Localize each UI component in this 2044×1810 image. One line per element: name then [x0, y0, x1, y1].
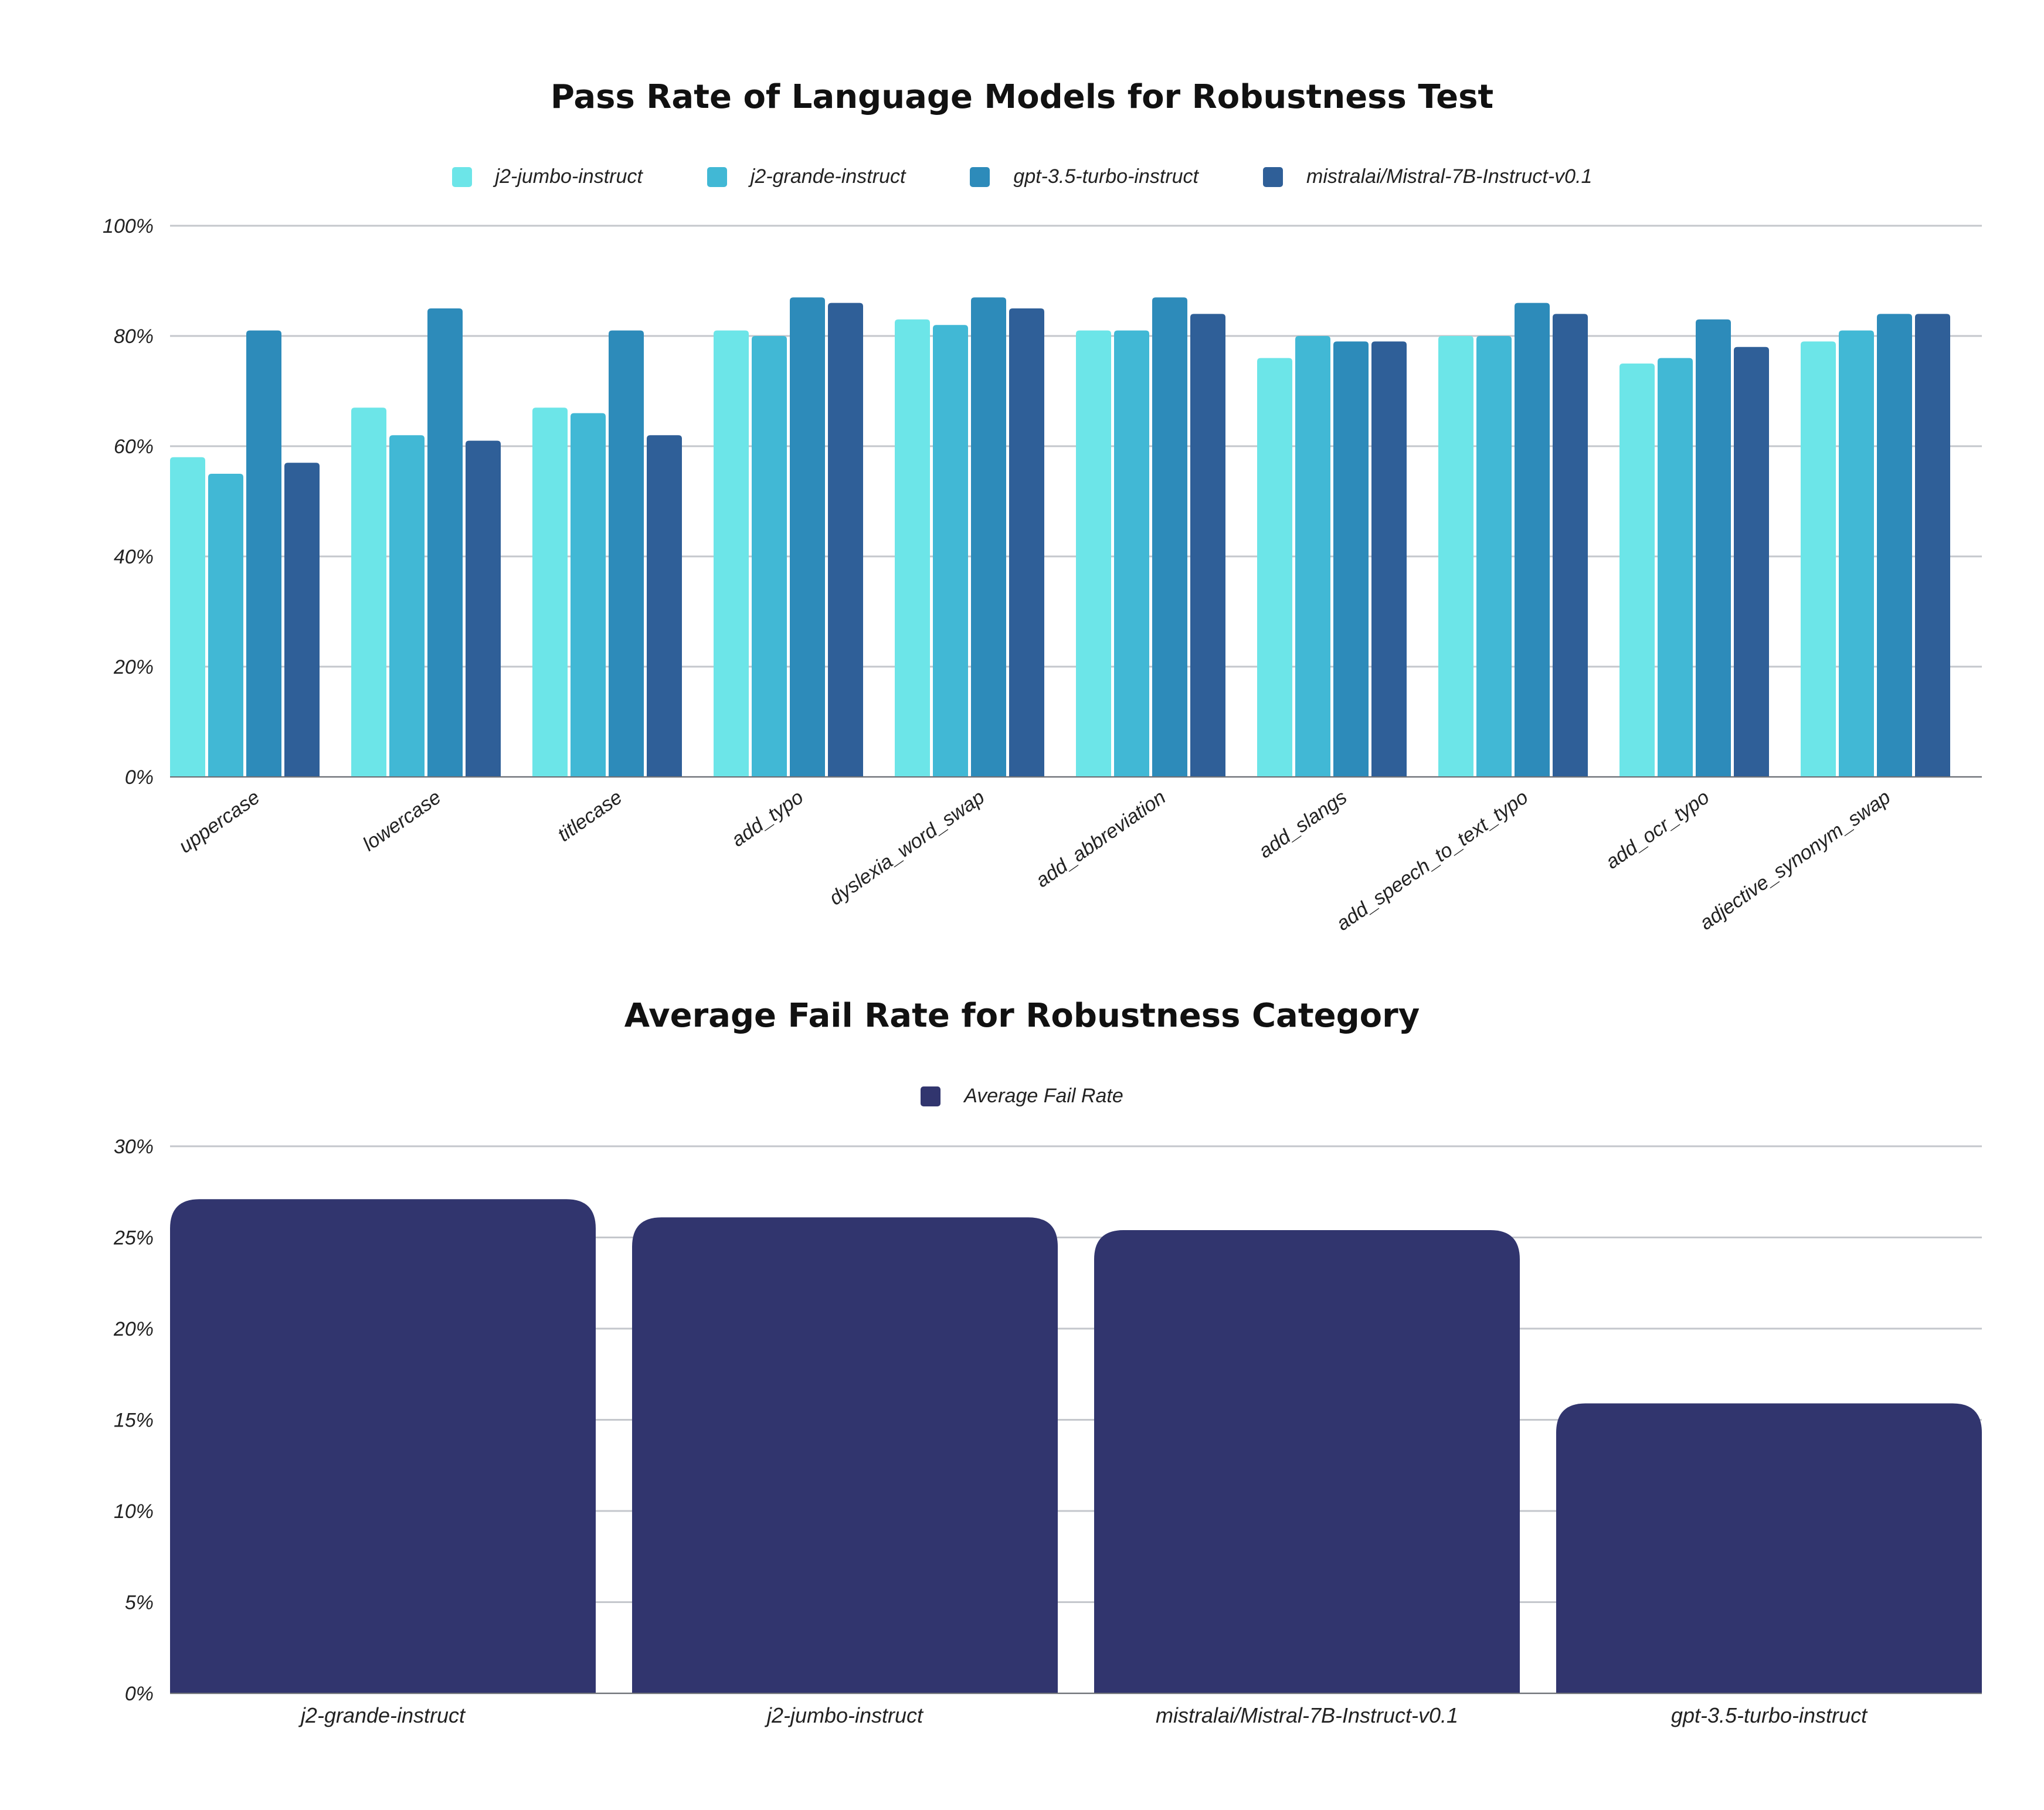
chart2-legend-item-average-fail-rate: Average Fail Rate: [921, 1085, 1123, 1108]
chart1-legend-label: gpt-3.5-turbo-instruct: [1013, 165, 1199, 188]
chart1-legend: j2-jumbo-instruct j2-grande-instruct gpt-3…: [0, 165, 2044, 188]
chart2-y-tick-label: 15%: [114, 1410, 154, 1432]
chart1-legend-label: mistralai/Mistral-7B-Instruct-v0.1: [1306, 165, 1593, 188]
chart1-x-tick-label: add_ocr_typo: [1602, 786, 1714, 873]
chart1-bar-add-typo-j2-jumbo-instruct: [714, 330, 749, 777]
chart1-bar-lowercase-mistralai-mistral-7b-instruct-v0-1: [466, 440, 501, 777]
chart1-legend-swatch: [451, 167, 472, 187]
chart1-bar-add-ocr-typo-j2-grande-instruct: [1658, 358, 1693, 777]
chart1-bar-titlecase-mistralai-mistral-7b-instruct-v0-1: [647, 435, 682, 777]
chart1-bar-lowercase-j2-jumbo-instruct: [351, 407, 386, 777]
chart2-y-tick-label: 10%: [114, 1500, 154, 1523]
chart1-bar-adjective-synonym-swap-j2-grande-instruct: [1839, 330, 1874, 777]
chart1-bar-titlecase-gpt-3-5-turbo-instruct: [609, 330, 644, 777]
chart1-bar-dyslexia-word-swap-gpt-3-5-turbo-instruct: [971, 297, 1006, 777]
chart2-bar-gpt-3-5-turbo-instruct: [1556, 1403, 1982, 1693]
chart1-bar-dyslexia-word-swap-mistralai-mistral-7b-instruct-v0-1: [1009, 308, 1044, 777]
chart1-bar-uppercase-gpt-3-5-turbo-instruct: [246, 330, 281, 777]
chart1-x-tick-label: adjective_synonym_swap: [1696, 786, 1894, 934]
chart2-legend: Average Fail Rate: [0, 1085, 2044, 1108]
chart1-y-tick-label: 80%: [114, 325, 154, 348]
chart2-y-tick-label: 0%: [125, 1683, 154, 1705]
chart2-title: Average Fail Rate for Robustness Categor…: [624, 997, 1420, 1035]
chart1-bar-adjective-synonym-swap-mistralai-mistral-7b-instruct-v0-1: [1915, 314, 1950, 777]
chart2-y-tick-label: 20%: [113, 1318, 154, 1340]
chart1-bar-add-slangs-j2-grande-instruct: [1295, 336, 1330, 777]
chart2-legend-label: Average Fail Rate: [964, 1085, 1123, 1107]
chart1-bar-uppercase-mistralai-mistral-7b-instruct-v0-1: [284, 463, 320, 777]
chart1-y-tick-label: 40%: [114, 546, 154, 568]
chart1-y-tick-label: 60%: [114, 436, 154, 458]
chart1-bar-add-ocr-typo-mistralai-mistral-7b-instruct-v0-1: [1734, 347, 1769, 777]
chart1-legend-swatch: [707, 167, 727, 187]
chart2-legend-swatch: [921, 1086, 941, 1106]
chart1-title: Pass Rate of Language Models for Robustn…: [550, 78, 1494, 116]
chart1-x-tick-label: add_slangs: [1255, 786, 1351, 862]
chart2-x-tick-label: j2-jumbo-instruct: [764, 1703, 924, 1727]
chart1-bar-add-typo-mistralai-mistral-7b-instruct-v0-1: [828, 303, 863, 777]
chart1-bar-add-ocr-typo-j2-jumbo-instruct: [1619, 364, 1655, 777]
chart1-legend-label: j2-jumbo-instruct: [495, 165, 643, 188]
chart2-x-tick-label: gpt-3.5-turbo-instruct: [1671, 1703, 1868, 1727]
chart1-legend-item-mistralai-mistral-7b-instruct-v0-1: mistralai/Mistral-7B-Instruct-v0.1: [1263, 165, 1592, 188]
chart2-bar-mistralai-mistral-7b-instruct-v0-1: [1094, 1230, 1520, 1693]
chart1-legend-swatch: [1263, 167, 1284, 187]
chart1-y-tick-label: 0%: [125, 766, 154, 789]
chart1-bar-add-speech-to-text-typo-mistralai-mistral-7b-instruct-v0-1: [1553, 314, 1588, 777]
chart1-plot: 0% 20% 40% 60% 80% 100% uppercase lowercase titl…: [103, 215, 1982, 935]
chart1-bar-titlecase-j2-jumbo-instruct: [532, 407, 568, 777]
chart1-x-tick-label: add_typo: [728, 786, 807, 851]
chart1-legend-item-j2-jumbo-instruct: j2-jumbo-instruct: [451, 165, 643, 188]
chart1-x-tick-label: add_abbreviation: [1032, 786, 1170, 892]
chart2-y-tick-label: 25%: [113, 1227, 154, 1249]
chart2-bar-j2-grande-instruct: [170, 1199, 596, 1693]
chart1-bar-add-typo-gpt-3-5-turbo-instruct: [790, 297, 825, 777]
chart1-bar-dyslexia-word-swap-j2-jumbo-instruct: [895, 319, 930, 777]
chart1-y-tick-label: 20%: [113, 656, 154, 678]
chart2-y-tick-label: 30%: [114, 1136, 154, 1158]
chart1-bar-add-slangs-mistralai-mistral-7b-instruct-v0-1: [1371, 341, 1407, 777]
chart1-bar-uppercase-j2-jumbo-instruct: [170, 457, 205, 777]
chart1-bar-add-speech-to-text-typo-gpt-3-5-turbo-instruct: [1515, 303, 1550, 777]
chart1-x-tick-label: add_speech_to_text_typo: [1332, 786, 1532, 935]
chart1-bar-add-speech-to-text-typo-j2-jumbo-instruct: [1438, 336, 1473, 777]
chart1-x-tick-label: titlecase: [554, 786, 626, 846]
chart1-bar-uppercase-j2-grande-instruct: [208, 474, 243, 777]
chart1-bar-add-speech-to-text-typo-j2-grande-instruct: [1476, 336, 1512, 777]
chart1-bar-add-slangs-j2-jumbo-instruct: [1257, 358, 1292, 777]
chart1-bar-add-ocr-typo-gpt-3-5-turbo-instruct: [1696, 319, 1731, 777]
chart1-bar-lowercase-j2-grande-instruct: [389, 435, 425, 777]
chart2-x-tick-label: mistralai/Mistral-7B-Instruct-v0.1: [1156, 1703, 1458, 1727]
chart1-bar-add-abbreviation-mistralai-mistral-7b-instruct-v0-1: [1190, 314, 1225, 777]
chart2-bar-j2-jumbo-instruct: [632, 1217, 1058, 1693]
chart1-bar-dyslexia-word-swap-j2-grande-instruct: [933, 325, 968, 777]
chart1-x-tick-label: dyslexia_word_swap: [825, 786, 989, 909]
chart1-bar-add-slangs-gpt-3-5-turbo-instruct: [1333, 341, 1369, 777]
chart1-bar-adjective-synonym-swap-gpt-3-5-turbo-instruct: [1877, 314, 1912, 777]
chart1-bar-adjective-synonym-swap-j2-jumbo-instruct: [1801, 341, 1836, 777]
chart2-x-tick-label: j2-grande-instruct: [298, 1703, 466, 1727]
chart1-legend-item-j2-grande-instruct: j2-grande-instruct: [707, 165, 906, 188]
chart1-bar-add-abbreviation-j2-grande-instruct: [1114, 330, 1149, 777]
chart1-bar-lowercase-gpt-3-5-turbo-instruct: [427, 308, 463, 777]
chart1-x-tick-label: lowercase: [359, 786, 445, 855]
chart1-legend-label: j2-grande-instruct: [750, 165, 906, 188]
chart1-bar-titlecase-j2-grande-instruct: [571, 413, 606, 777]
chart1-bar-add-typo-j2-grande-instruct: [752, 336, 787, 777]
chart1-legend-item-gpt-3-5-turbo-instruct: gpt-3.5-turbo-instruct: [970, 165, 1198, 188]
chart1-x-tick-label: uppercase: [175, 786, 264, 857]
chart1-legend-swatch: [970, 167, 990, 187]
chart1-y-tick-label: 100%: [103, 215, 154, 237]
chart2-y-tick-label: 5%: [125, 1592, 154, 1614]
chart1-bar-add-abbreviation-gpt-3-5-turbo-instruct: [1152, 297, 1187, 777]
chart1-bar-add-abbreviation-j2-jumbo-instruct: [1076, 330, 1111, 777]
